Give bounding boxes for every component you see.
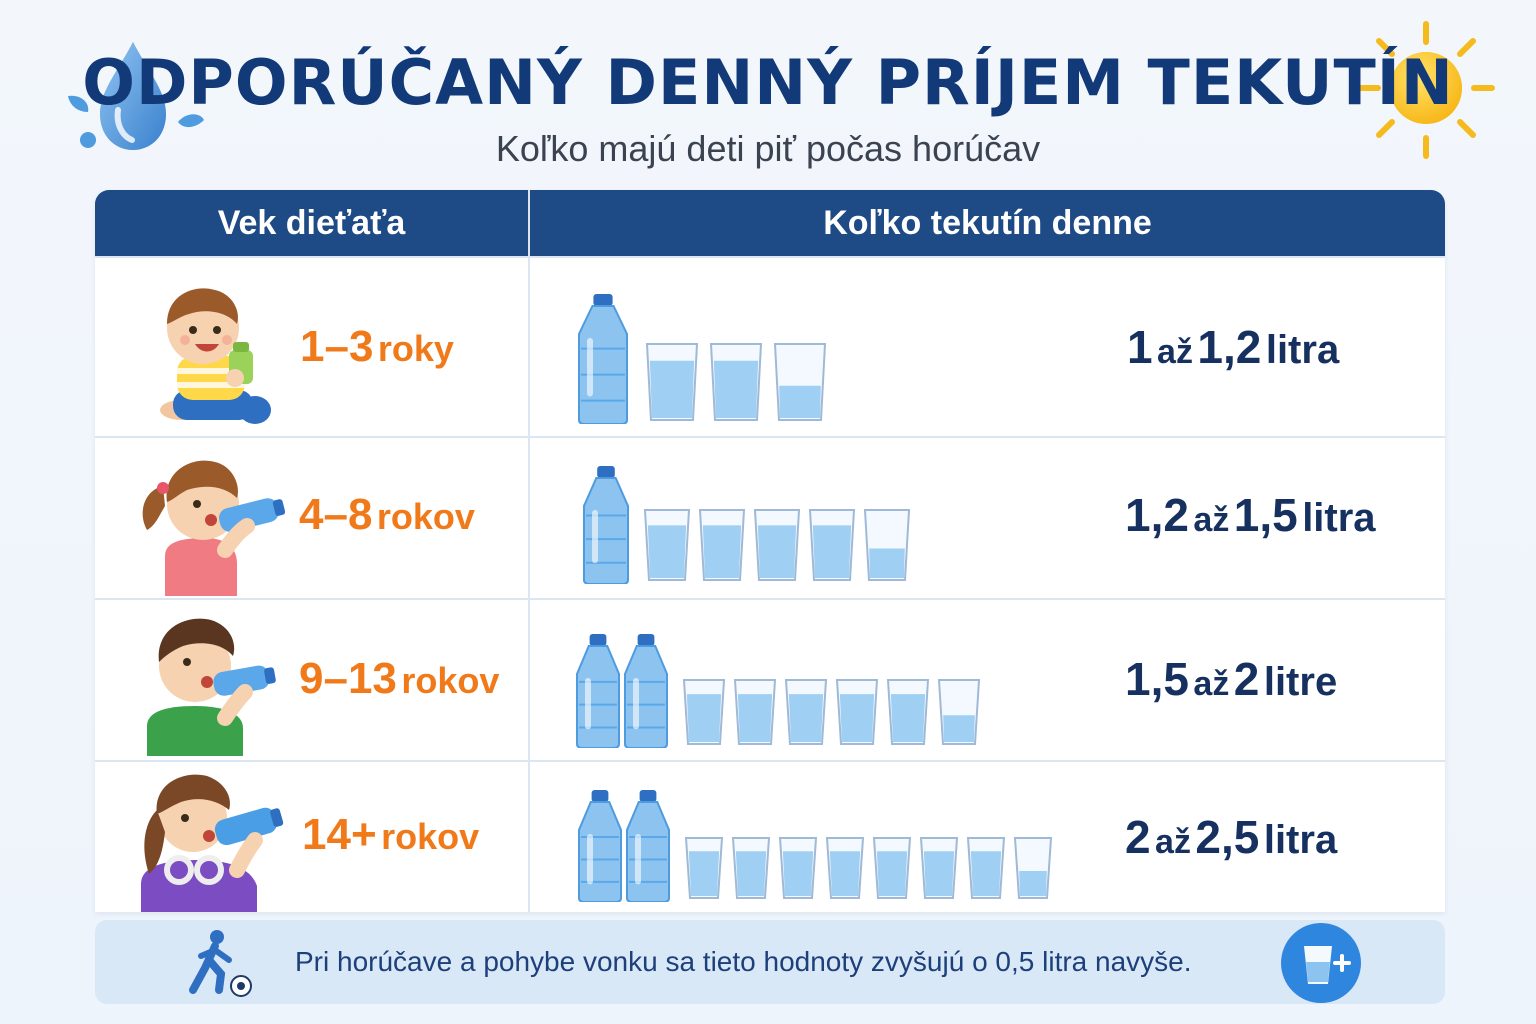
water-glass-icon [753,509,801,581]
fluid-intake-table: Vek dieťaťa Koľko tekutín denne 1–3 r [95,190,1445,912]
water-bottle-icon [578,790,622,902]
age-unit: rokov [401,660,500,701]
age-unit: roky [377,328,454,369]
water-glass-icon [698,509,746,581]
age-unit: rokov [381,816,480,857]
header-divider [528,190,530,256]
girl-drinking-from-bottle-icon [142,460,285,596]
water-glass-icon [709,343,763,421]
water-glass-icon [937,679,981,745]
water-glass-icon [731,837,771,899]
page-title: ODPORÚČANÝ DENNÝ PRÍJEM TEKUTÍN [82,46,1454,119]
water-glass-icon [808,509,856,581]
water-glass-icon [1013,837,1053,899]
bottles-and-glasses [576,634,981,748]
water-glass-icon [784,679,828,745]
footer-note: Pri horúčave a pohybe vonku sa tieto hod… [95,920,1445,1004]
age-label: 1–3 roky [300,322,454,372]
water-glass-icon [966,837,1006,899]
age-label: 9–13 rokov [299,654,499,704]
water-glass-icon [778,837,818,899]
water-bottle-icon [576,634,620,748]
water-glass-icon [645,343,699,421]
water-glass-icon [835,679,879,745]
bottles-and-glasses [578,294,827,424]
glass-plus-icon [1281,923,1361,1003]
age-range: 1–3 [300,322,374,371]
amount-label: 1 až 1,2 litra [1127,321,1340,373]
age-range: 9–13 [299,654,397,703]
water-glass-icon [773,343,827,421]
page-subtitle: Koľko majú deti piť počas horúčav [495,128,1041,169]
water-glass-icon [684,837,724,899]
amount-label: 1,2 až 1,5 litra [1125,489,1376,541]
water-glass-icon [733,679,777,745]
footer-note-text: Pri horúčave a pohybe vonku sa tieto hod… [295,946,1192,977]
age-label: 4–8 rokov [299,490,475,540]
toddler-with-sippy-cup-icon [160,288,271,424]
table-row: 4–8 rokov 1,2 až 1,5 litra [95,436,1445,600]
amount-label: 2 až 2,5 litra [1125,811,1338,863]
table-row: 14+ rokov 2 až 2,5 litra [95,760,1445,912]
running-child-icon [189,930,252,997]
table-header: Vek dieťaťa Koľko tekutín denne [95,190,1445,256]
boy-drinking-from-bottle-icon [147,618,276,756]
amount-label: 1,5 až 2 litre [1125,653,1338,705]
bottles-and-glasses [578,790,1053,902]
water-bottle-icon [624,634,668,748]
table-row: 9–13 rokov 1,5 až 2 litre [95,598,1445,762]
water-glass-icon [682,679,726,745]
water-drop-icon [68,42,204,150]
age-unit: rokov [376,496,475,537]
water-bottle-icon [578,294,628,424]
water-glass-icon [872,837,912,899]
water-glass-icon [825,837,865,899]
age-range: 14+ [302,810,377,859]
water-bottle-icon [583,466,629,584]
column-header-amount: Koľko tekutín denne [823,204,1152,242]
column-header-age: Vek dieťaťa [217,204,406,242]
teen-with-headphones-drinking-icon [141,774,284,912]
water-bottle-icon [626,790,670,902]
age-range: 4–8 [299,490,373,539]
water-glass-icon [886,679,930,745]
age-label: 14+ rokov [302,810,479,860]
water-glass-icon [919,837,959,899]
water-glass-icon [643,509,691,581]
bottles-and-glasses [583,466,911,584]
water-glass-icon [863,509,911,581]
table-row: 1–3 roky 1 až 1,2 litra [95,256,1445,438]
sun-icon [1357,21,1495,159]
